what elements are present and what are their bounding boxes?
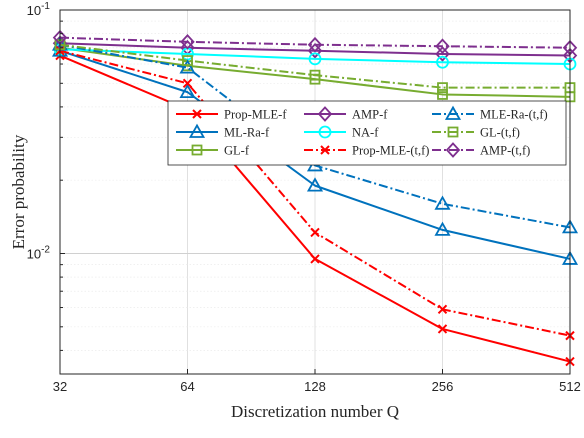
series-ML-Ra-f — [51, 42, 579, 265]
square-marker — [437, 89, 448, 100]
diamond-marker — [435, 46, 450, 62]
triangle-marker — [434, 221, 451, 236]
diamond-marker — [307, 42, 323, 59]
x-marker — [320, 145, 330, 155]
x-marker — [310, 227, 320, 238]
triangle-marker — [179, 59, 196, 74]
diamond-marker — [307, 36, 323, 53]
circle-marker — [308, 52, 322, 66]
diamond-marker — [435, 38, 450, 55]
x-marker — [192, 109, 202, 119]
legend: Prop-MLE-f AMP-f MLE-Ra-(t,f) ML-Ra-f NA-f GL… — [167, 100, 567, 166]
legend-label: Prop-MLE-f — [224, 108, 287, 122]
x-tick-label: 32 — [53, 379, 67, 394]
diamond-marker — [180, 34, 195, 50]
diamond-marker — [445, 142, 461, 158]
axis-ticks: 32 64 128 256 512 10-1 10-2 — [27, 1, 581, 394]
x-marker — [310, 254, 320, 264]
square-marker — [437, 82, 448, 94]
y-tick-label: 10-1 — [27, 1, 51, 18]
legend-item: ML-Ra-f — [176, 123, 270, 140]
y-tick-label: 10-2 — [27, 245, 51, 262]
x-tick-label: 512 — [559, 379, 581, 394]
legend-item: GL-(t,f) — [432, 126, 520, 140]
x-marker — [437, 304, 448, 315]
circle-marker — [436, 55, 449, 69]
series-line — [59, 48, 571, 66]
series-line — [59, 49, 571, 260]
legend-label: GL-f — [224, 144, 250, 158]
legend-item: AMP-f — [304, 106, 388, 122]
x-axis-title: Discretization number Q — [231, 402, 399, 421]
x-tick-label: 64 — [180, 379, 194, 394]
plot-series — [51, 29, 579, 367]
series-line — [59, 43, 571, 229]
x-tick-label: 256 — [432, 379, 454, 394]
triangle-marker — [434, 195, 451, 210]
square-marker — [447, 126, 459, 138]
legend-label: Prop-MLE-(t,f) — [352, 144, 429, 158]
triangle-marker — [444, 105, 462, 120]
series-line — [59, 43, 570, 89]
legend-item: AMP-(t,f) — [432, 142, 530, 158]
square-marker — [309, 69, 321, 81]
y-axis-title: Error probability — [9, 134, 28, 249]
circle-marker — [318, 125, 332, 139]
triangle-marker — [306, 177, 324, 192]
legend-item: GL-f — [176, 144, 250, 158]
legend-label: GL-(t,f) — [480, 126, 520, 140]
legend-item: NA-f — [304, 126, 379, 140]
triangle-marker — [179, 83, 196, 99]
legend-label: NA-f — [352, 126, 379, 140]
x-marker — [182, 78, 193, 89]
series-line — [59, 36, 571, 49]
legend-label: AMP-(t,f) — [480, 144, 530, 158]
legend-item: Prop-MLE-f — [176, 108, 287, 122]
diamond-marker — [317, 106, 333, 122]
x-tick-label: 128 — [304, 379, 326, 394]
legend-item: Prop-MLE-(t,f) — [304, 144, 429, 158]
x-marker — [437, 324, 448, 334]
legend-item: MLE-Ra-(t,f) — [432, 105, 548, 122]
legend-label: ML-Ra-f — [224, 126, 270, 140]
legend-label: AMP-f — [352, 108, 388, 122]
legend-box — [167, 100, 567, 166]
square-marker — [182, 55, 193, 66]
square-marker — [191, 144, 203, 156]
legend-label: MLE-Ra-(t,f) — [480, 108, 548, 122]
triangle-marker — [188, 123, 206, 138]
